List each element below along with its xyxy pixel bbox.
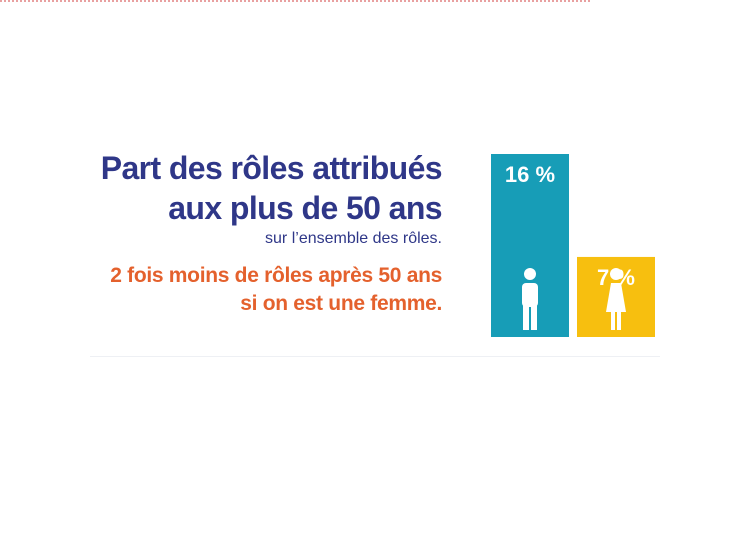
man-icon xyxy=(522,268,538,330)
chart-baseline-shadow xyxy=(90,356,660,357)
woman-icon xyxy=(606,268,626,330)
chart-title-line-1: Part des rôles attribués xyxy=(100,150,443,186)
data-label-homme: 16 % xyxy=(505,162,555,187)
note-line-1: 2 fois moins de rôles après 50 ans xyxy=(110,264,442,287)
top-dotted-border xyxy=(0,0,590,2)
note-line-2: si on est une femme. xyxy=(240,292,442,315)
chart-title-line-2: aux plus de 50 ans xyxy=(168,190,442,226)
text-block: Part des rôles attribués aux plus de 50 … xyxy=(60,148,443,318)
chart-subtitle: sur l’ensemble des rôles. xyxy=(265,230,442,247)
